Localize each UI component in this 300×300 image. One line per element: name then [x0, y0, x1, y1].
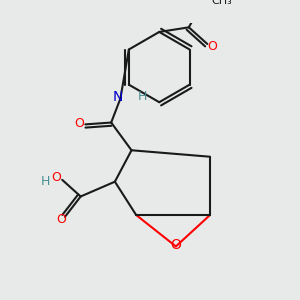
- Text: H: H: [41, 175, 50, 188]
- Text: O: O: [207, 40, 217, 53]
- Text: O: O: [170, 238, 181, 251]
- Text: H: H: [138, 90, 147, 103]
- Text: N: N: [112, 90, 123, 104]
- Text: O: O: [74, 117, 84, 130]
- Text: O: O: [56, 213, 66, 226]
- Text: O: O: [52, 171, 61, 184]
- Text: CH₃: CH₃: [211, 0, 232, 7]
